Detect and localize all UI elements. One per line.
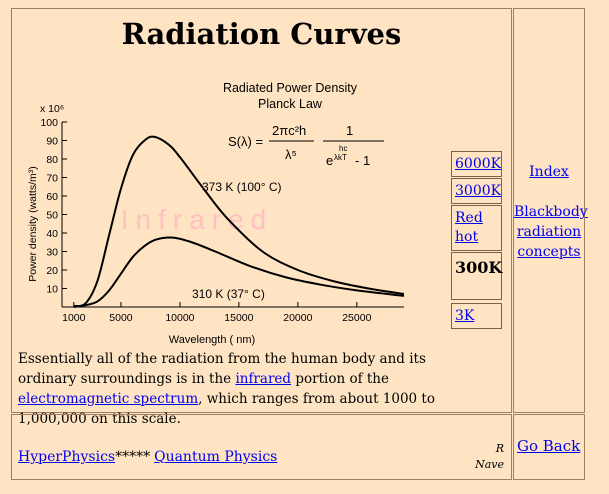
- x-axis-label: Wavelength ( nm): [169, 334, 255, 346]
- y-tick-label: 80: [46, 154, 58, 166]
- y-tick-label: 50: [46, 210, 58, 222]
- temp-link-3000k[interactable]: 3000K: [451, 178, 502, 204]
- x-tick-label: 10000: [165, 312, 194, 324]
- y-tick-label: 40: [46, 228, 58, 240]
- infrared-link[interactable]: infrared: [235, 371, 292, 387]
- footer-side: Go Back: [513, 414, 585, 480]
- index-link-wrap: Index: [514, 162, 584, 182]
- y-tick-label: 30: [46, 247, 58, 259]
- y-tick-label: 90: [46, 136, 58, 148]
- series-line-310k: [73, 236, 405, 308]
- formula-exp-lkt: λkT: [334, 153, 347, 162]
- index-link[interactable]: Index: [529, 164, 569, 180]
- chart-curves: [73, 135, 405, 308]
- chart-axes: 10 20 30 40 50 60 70 80 90 100 1000 5000 10000 15000 2…: [40, 117, 404, 324]
- x-tick-label: 15000: [224, 312, 253, 324]
- hyperphysics-link[interactable]: HyperPhysics: [18, 449, 116, 465]
- go-back-link[interactable]: Go Back: [517, 437, 581, 455]
- main-panel: Radiation Curves Radiated Power Density …: [11, 8, 512, 427]
- series-label-310k: 310 K (37° C): [192, 287, 265, 301]
- description-mid: portion of the: [291, 371, 389, 387]
- author-initial: R: [495, 442, 504, 455]
- y-tick-label: 60: [46, 191, 58, 203]
- x-tick-label: 25000: [342, 312, 371, 324]
- x-tick-label: 5000: [109, 312, 133, 324]
- infrared-watermark: Infrared: [121, 204, 274, 235]
- formula-num-2: 1: [346, 123, 353, 138]
- temp-current-300k: 300K: [451, 252, 502, 300]
- formula-den-1: λ⁵: [285, 147, 297, 162]
- blackbody-concepts-link[interactable]: Blackbody radiation concepts: [514, 204, 588, 260]
- side-nav: Index Blackbody radiation concepts: [513, 8, 588, 413]
- formula-num-1: 2πc²h: [272, 123, 306, 138]
- formula-den-2: e: [326, 153, 333, 168]
- temp-link-3k-text[interactable]: 3K: [455, 308, 475, 324]
- quantum-physics-link[interactable]: Quantum Physics: [154, 449, 278, 465]
- temp-link-6000k[interactable]: 6000K: [451, 151, 502, 177]
- temp-link-red-hot-text[interactable]: Red hot: [455, 210, 483, 245]
- temp-link-3000k-text[interactable]: 3000K: [455, 183, 502, 199]
- chart-title: Radiated Power Density: [223, 81, 358, 95]
- y-tick-label: 100: [40, 117, 58, 129]
- temp-current-300k-text: 300K: [455, 258, 503, 277]
- go-back-wrap: Go Back: [517, 436, 587, 456]
- y-tick-label: 10: [46, 284, 58, 296]
- y-tick-label: 20: [46, 265, 58, 277]
- radiation-chart: Radiated Power Density Planck Law S(λ) =…: [27, 81, 405, 346]
- footer-stars: *****: [115, 449, 151, 465]
- temp-link-red-hot[interactable]: Red hot: [451, 205, 502, 251]
- footer-links: HyperPhysics***** Quantum Physics: [18, 449, 277, 465]
- x-tick-label: 1000: [62, 312, 86, 324]
- y-axis-label: Power density (watts/m³): [27, 166, 39, 282]
- x-tick-label: 20000: [283, 312, 312, 324]
- y-tick-label: 70: [46, 173, 58, 185]
- footer-panel: HyperPhysics***** Quantum Physics R Nave: [11, 414, 512, 480]
- formula-lhs: S(λ) =: [228, 134, 263, 149]
- author-credit: R Nave: [474, 441, 504, 473]
- formula-exp-hc: hc: [339, 144, 347, 153]
- temp-link-6000k-text[interactable]: 6000K: [455, 156, 502, 172]
- description-prefix: Essentially all of the radiation from th…: [18, 351, 426, 387]
- chart-subtitle: Planck Law: [258, 97, 323, 111]
- author-name: Nave: [475, 458, 504, 471]
- series-line-373k: [73, 135, 405, 308]
- electromagnetic-spectrum-link[interactable]: electromagnetic spectrum: [18, 391, 199, 407]
- temp-link-3k[interactable]: 3K: [451, 303, 502, 329]
- concepts-link-wrap: Blackbody radiation concepts: [514, 202, 588, 262]
- page-title: Radiation Curves: [121, 17, 402, 51]
- formula-den-minus: - 1: [355, 153, 370, 168]
- description-suffix: , which ranges from about 1000 to 1,000,…: [18, 391, 435, 427]
- y-multiplier: x 10⁶: [40, 103, 64, 115]
- series-label-373k: 373 K (100° C): [202, 180, 282, 194]
- description-text: Essentially all of the radiation from th…: [18, 349, 448, 429]
- planck-formula: 2πc²h λ⁵ 1 e hc λkT - 1: [269, 123, 384, 168]
